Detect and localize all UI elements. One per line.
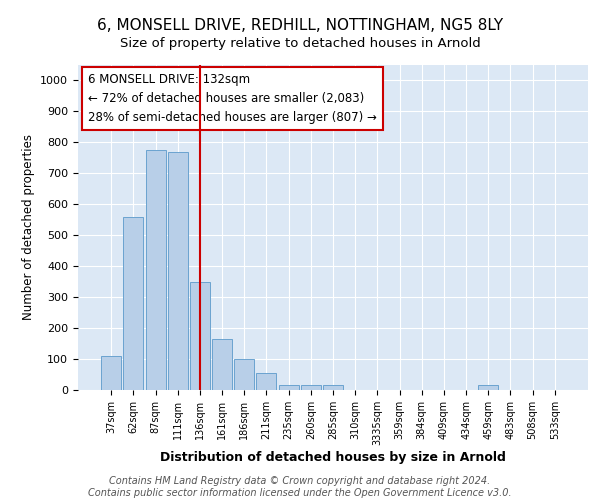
Bar	[190, 282, 210, 390]
Text: Contains HM Land Registry data © Crown copyright and database right 2024.
Contai: Contains HM Land Registry data © Crown c…	[88, 476, 512, 498]
Bar	[124, 216, 143, 390]
Text: 6 MONSELL DRIVE: 132sqm
← 72% of detached houses are smaller (2,083)
28% of semi: 6 MONSELL DRIVE: 132sqm ← 72% of detache…	[88, 73, 377, 124]
Bar	[478, 386, 498, 390]
Bar	[234, 359, 254, 390]
Bar	[256, 373, 277, 390]
Bar	[278, 386, 299, 390]
X-axis label: Distribution of detached houses by size in Arnold: Distribution of detached houses by size …	[160, 450, 506, 464]
Bar	[212, 339, 232, 390]
Bar	[301, 386, 321, 390]
Text: Size of property relative to detached houses in Arnold: Size of property relative to detached ho…	[119, 38, 481, 51]
Bar	[168, 152, 188, 390]
Text: 6, MONSELL DRIVE, REDHILL, NOTTINGHAM, NG5 8LY: 6, MONSELL DRIVE, REDHILL, NOTTINGHAM, N…	[97, 18, 503, 32]
Y-axis label: Number of detached properties: Number of detached properties	[22, 134, 35, 320]
Bar	[146, 150, 166, 390]
Bar	[323, 386, 343, 390]
Bar	[101, 356, 121, 390]
